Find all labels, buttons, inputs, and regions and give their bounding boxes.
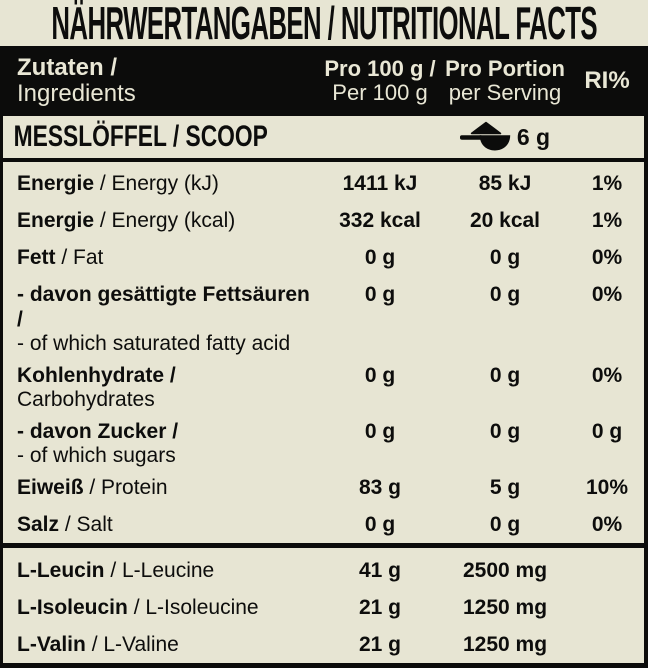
value-per-serving: 2500 mg (462, 559, 548, 582)
nutrition-table: Zutaten / Ingredients Pro 100 g / Per 10… (0, 46, 648, 668)
row-label-en: / Salt (59, 513, 113, 536)
table-row-protein: Eiweiß / Protein 83 g 5 g 10% (3, 469, 644, 506)
header-ingredients-de: Zutaten / (17, 54, 117, 81)
table-row-saturated-fat: - davon gesättigte Fettsäuren / - of whi… (3, 276, 644, 357)
row-label-en: Carbohydrates (17, 388, 155, 411)
row-label-en: / L-Valine (85, 633, 179, 656)
table-row-salt: Salz / Salt 0 g 0 g 0% (3, 506, 644, 543)
value-ri: 0% (591, 364, 623, 387)
row-label-en: - of which sugars (17, 444, 176, 467)
table-row-carbohydrates: Kohlenhydrate / Carbohydrates 0 g 0 g 0% (3, 357, 644, 413)
header-ri-percent: RI% (584, 67, 630, 94)
value-per-serving: 0 g (489, 513, 521, 536)
value-per-100g: 0 g (364, 513, 396, 536)
nutrient-rows: Energie / Energy (kJ) 1411 kJ 85 kJ 1% E… (3, 162, 644, 543)
value-per-serving: 0 g (489, 283, 521, 306)
table-row-leucine: L-Leucin / L-Leucine 41 g 2500 mg (3, 552, 644, 589)
row-label-en: / Energy (kcal) (94, 209, 236, 232)
scoop-serving: 6 g (440, 121, 570, 153)
header-per-serving: Pro Portion per Serving (440, 57, 570, 105)
value-per-100g: 21 g (358, 596, 402, 619)
row-label-de: - davon Zucker / (17, 420, 179, 443)
row-label-de: Fett (17, 246, 56, 269)
value-per-serving: 20 kcal (469, 209, 541, 232)
row-label-de: Energie (17, 172, 95, 195)
value-per-serving: 1250 mg (462, 596, 548, 619)
header-ingredients-en: Ingredients (17, 80, 136, 107)
value-per-serving: 5 g (489, 476, 521, 499)
header-ingredients: Zutaten / Ingredients (3, 55, 320, 107)
row-label-de: Kohlenhydrate / (17, 364, 176, 387)
row-label-de: Salz (17, 513, 60, 536)
row-label-de: L-Isoleucin (17, 596, 128, 619)
section-divider (3, 543, 644, 548)
header-per-100g-de: Pro 100 g / (324, 56, 436, 81)
value-per-serving: 0 g (489, 246, 521, 269)
row-label-de: Energie (17, 209, 95, 232)
row-label-de: L-Leucin (17, 559, 105, 582)
row-label-de: L-Valin (17, 633, 86, 656)
table-row-energy-kj: Energie / Energy (kJ) 1411 kJ 85 kJ 1% (3, 165, 644, 202)
value-ri: 0% (591, 283, 623, 306)
table-row-fat: Fett / Fat 0 g 0 g 0% (3, 239, 644, 276)
amino-acid-rows: L-Leucin / L-Leucine 41 g 2500 mg L-Isol… (3, 548, 644, 663)
value-ri: 0% (591, 246, 623, 269)
value-per-100g: 1411 kJ (342, 172, 418, 195)
table-header: Zutaten / Ingredients Pro 100 g / Per 10… (3, 46, 644, 116)
table-row-energy-kcal: Energie / Energy (kcal) 332 kcal 20 kcal… (3, 202, 644, 239)
value-per-100g: 0 g (364, 420, 396, 443)
header-per-100g-en: Per 100 g (332, 80, 428, 105)
row-label-de: Eiweiß (17, 476, 84, 499)
value-per-100g: 0 g (364, 283, 396, 306)
header-per-serving-en: per Serving (448, 80, 562, 105)
value-per-100g: 21 g (358, 633, 402, 656)
row-label-en: - of which saturated fatty acid (17, 332, 291, 355)
scoop-weight: 6 g (516, 123, 551, 150)
horizontal-rule (3, 158, 644, 162)
value-per-100g: 332 kcal (339, 209, 421, 232)
title-bar: NÄHRWERTANGABEN / NUTRITIONAL FACTS (0, 0, 648, 46)
row-label-en: / Fat (55, 246, 104, 269)
value-ri: 1% (591, 172, 623, 195)
value-per-100g: 0 g (364, 364, 396, 387)
bottom-rule (3, 663, 644, 668)
value-per-100g: 83 g (358, 476, 402, 499)
scoop-row: MESSLÖFFEL / SCOOP 6 g (3, 116, 644, 158)
value-ri: 0 g (591, 420, 623, 443)
row-label-de: - davon gesättigte Fettsäuren / (17, 283, 310, 331)
scoop-label: MESSLÖFFEL / SCOOP (13, 120, 268, 153)
page-title: NÄHRWERTANGABEN / NUTRITIONAL FACTS (51, 0, 597, 49)
value-per-serving: 0 g (489, 420, 521, 443)
row-label-en: / L-Leucine (104, 559, 215, 582)
table-row-sugars: - davon Zucker / - of which sugars 0 g 0… (3, 413, 644, 469)
value-per-serving: 85 kJ (478, 172, 532, 195)
value-ri: 10% (585, 476, 629, 499)
header-per-100g: Pro 100 g / Per 100 g (320, 57, 440, 105)
row-label-en: / Protein (83, 476, 168, 499)
value-per-serving: 0 g (489, 364, 521, 387)
value-per-100g: 41 g (358, 559, 402, 582)
value-per-serving: 1250 mg (462, 633, 548, 656)
row-label-en: / L-Isoleucine (127, 596, 259, 619)
value-per-100g: 0 g (364, 246, 396, 269)
value-ri: 1% (591, 209, 623, 232)
value-ri: 0% (591, 513, 623, 536)
header-per-serving-de: Pro Portion (445, 56, 565, 81)
table-row-valine: L-Valin / L-Valine 21 g 1250 mg (3, 626, 644, 663)
table-row-isoleucine: L-Isoleucin / L-Isoleucine 21 g 1250 mg (3, 589, 644, 626)
row-label-en: / Energy (kJ) (94, 172, 219, 195)
scoop-icon (459, 121, 512, 153)
